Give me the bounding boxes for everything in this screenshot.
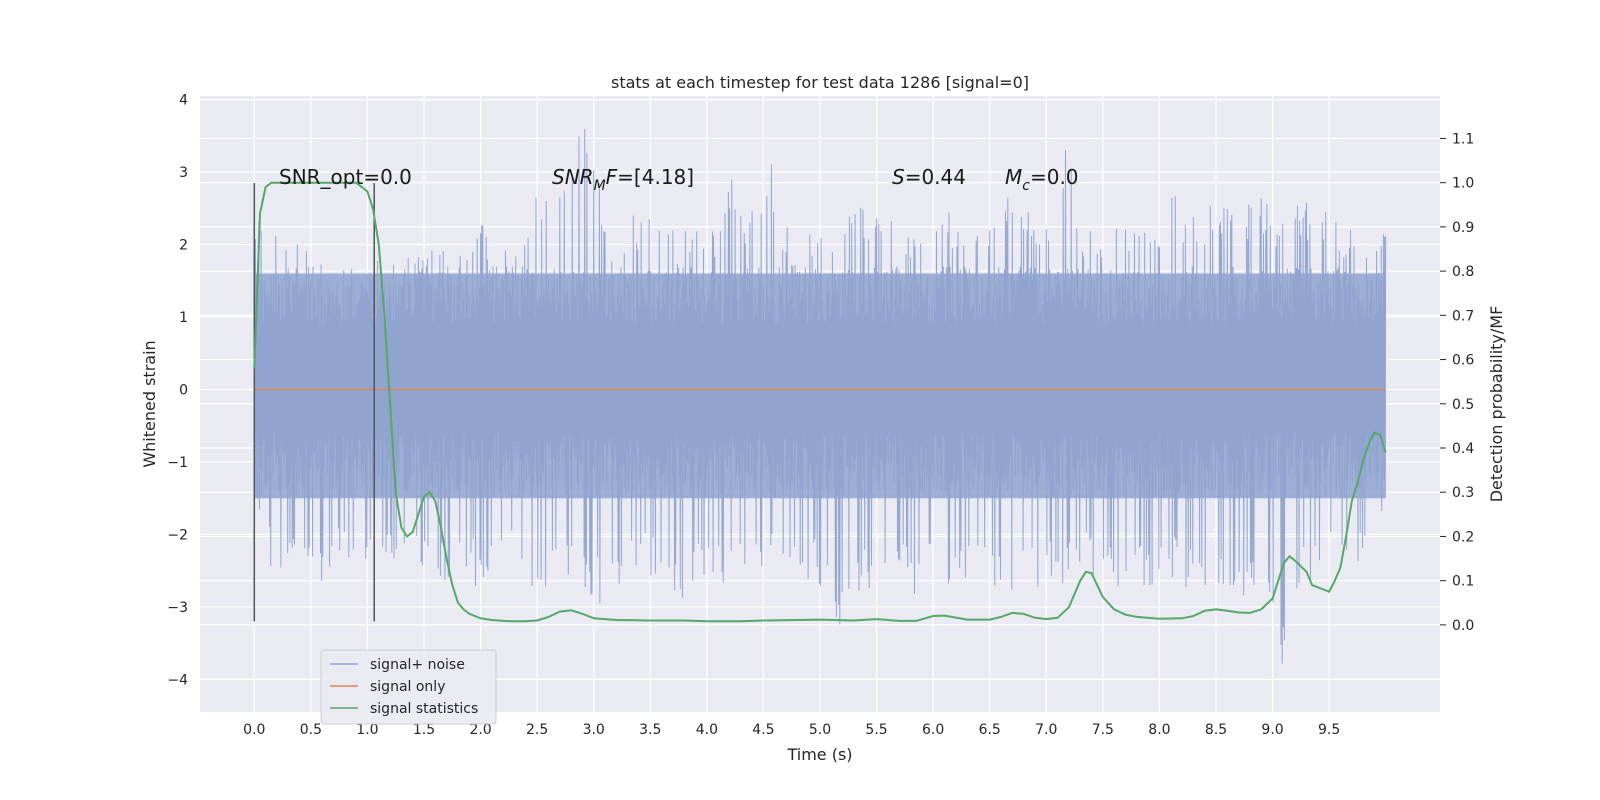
y2-tick-label: 0.7 [1452,308,1474,324]
y2-tick-label: 0.2 [1452,529,1474,545]
x-axis-label: Time (s) [786,745,852,764]
legend-label-signal-plus-noise: signal+ noise [370,657,465,673]
y-tick-label: 0 [179,383,188,399]
x-tick-label: 1.0 [356,722,378,738]
y2-tick-label: 0.1 [1452,574,1474,590]
y-tick-label: 1 [179,310,188,326]
annotation-s: S=0.44 [892,165,966,189]
x-tick-label: 8.0 [1148,722,1170,738]
mc-subscript: c [1022,178,1030,194]
y2-tick-label: 0.5 [1452,397,1474,413]
x-tick-label: 3.5 [639,722,661,738]
legend: signal+ noise signal only signal statist… [320,649,497,725]
vertical-markers [253,182,375,622]
y-tick-label: 3 [179,165,188,181]
y2-tick-label: 0.0 [1452,618,1474,634]
y-tick-label: −4 [167,672,188,688]
noise-trace [253,128,1387,664]
x-tick-label: 9.0 [1261,722,1283,738]
x-tick-label: 1.5 [413,722,435,738]
y2-tick-label: 1.1 [1452,131,1474,147]
mc-value: =0.0 [1030,165,1079,189]
y2-tick-label: 0.8 [1452,264,1474,280]
s-value: =0.44 [905,165,966,189]
x-tick-label: 0.5 [300,722,322,738]
x-tick-label: 3.0 [583,722,605,738]
x-tick-label: 5.5 [865,722,887,738]
y-axis-label: Whitened strain [140,340,159,467]
y-tick-label: 4 [179,93,188,109]
x-tick-label: 8.5 [1205,722,1227,738]
y2-tick-label: 0.9 [1452,220,1474,236]
snr-mf-value: =[4.18] [617,165,694,189]
x-tick-label: 9.5 [1318,722,1340,738]
x-tick-labels: 0.0 0.5 1.0 1.5 2.0 2.5 3.0 3.5 4.0 4.5 5.0 5.5 6.0 6… [243,722,1340,738]
annotation-snr-opt: SNR_opt=0.0 [279,165,412,189]
y-tick-label: −3 [167,600,188,616]
x-tick-label: 2.0 [469,722,491,738]
chart-title: stats at each timestep for test data 128… [611,73,1029,92]
snr-mf-label: SNR [552,165,594,189]
mc-label: M [1005,165,1022,189]
x-tick-label: 0.0 [243,722,265,738]
series-signal-statistics [253,181,1387,623]
x-tick-label: 2.5 [526,722,548,738]
y2-tick-label: 1.0 [1452,176,1474,192]
y-tick-label: −2 [167,527,188,543]
y2-tick-label: 0.3 [1452,485,1474,501]
annotation-snr-mf: SNRMF=[4.18] [552,165,694,194]
y2-axis-label: Detection probability/MF [1487,306,1506,503]
series-signal-plus-noise [253,128,1387,664]
x-tick-label: 4.5 [752,722,774,738]
legend-label-signal-statistics: signal statistics [370,701,478,717]
snr-mf-subscript: M [594,178,606,194]
x-tick-label: 4.0 [696,722,718,738]
y-tick-label: −1 [167,455,188,471]
legend-box [320,649,497,725]
x-tick-label: 5.0 [809,722,831,738]
snr-mf-rest: F [606,165,618,189]
y-tick-labels: −4 −3 −2 −1 0 1 2 3 4 [167,93,188,689]
x-tick-label: 6.5 [979,722,1001,738]
y-tick-label: 2 [179,238,188,254]
annotation-mc: Mc=0.0 [1005,165,1079,194]
x-tick-label: 6.0 [922,722,944,738]
x-tick-label: 7.0 [1035,722,1057,738]
s-label: S [892,165,905,189]
x-tick-label: 7.5 [1092,722,1114,738]
y2-tick-label: 0.6 [1452,353,1474,369]
y2-tick-labels: 0.0 0.1 0.2 0.3 0.4 0.5 0.6 0.7 0.8 0.9 1.0 1.1 [1440,131,1474,634]
y2-tick-label: 0.4 [1452,441,1474,457]
legend-label-signal-only: signal only [370,679,445,695]
